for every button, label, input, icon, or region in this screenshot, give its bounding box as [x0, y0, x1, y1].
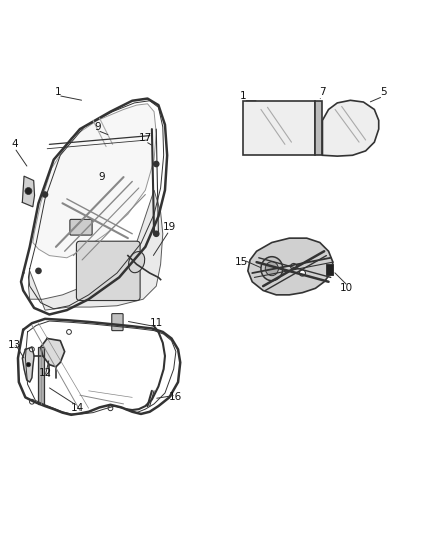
- Bar: [39, 347, 44, 404]
- Circle shape: [153, 161, 159, 167]
- Circle shape: [42, 192, 47, 197]
- Text: 9: 9: [94, 122, 100, 132]
- Circle shape: [67, 329, 71, 334]
- Text: 9: 9: [98, 172, 105, 182]
- Text: 15: 15: [234, 257, 247, 267]
- Text: 13: 13: [8, 340, 21, 350]
- Bar: [243, 101, 315, 155]
- Circle shape: [36, 268, 41, 273]
- FancyBboxPatch shape: [70, 220, 92, 235]
- Ellipse shape: [265, 262, 278, 276]
- FancyBboxPatch shape: [76, 241, 140, 301]
- Text: 1: 1: [240, 91, 246, 101]
- Circle shape: [26, 362, 31, 367]
- Circle shape: [299, 270, 305, 276]
- Circle shape: [25, 188, 32, 195]
- Polygon shape: [33, 104, 156, 258]
- Text: 14: 14: [71, 403, 84, 413]
- Text: 11: 11: [149, 318, 162, 328]
- Polygon shape: [41, 338, 64, 367]
- Circle shape: [29, 399, 34, 404]
- Polygon shape: [247, 238, 332, 295]
- Text: 5: 5: [379, 87, 385, 97]
- Text: 1: 1: [55, 87, 61, 97]
- Text: 10: 10: [339, 284, 352, 293]
- FancyBboxPatch shape: [112, 313, 123, 330]
- Ellipse shape: [260, 257, 282, 281]
- Ellipse shape: [128, 252, 145, 273]
- Circle shape: [29, 347, 34, 352]
- Polygon shape: [322, 100, 378, 156]
- Polygon shape: [22, 347, 34, 382]
- Text: 16: 16: [169, 392, 182, 402]
- Polygon shape: [28, 190, 162, 310]
- Circle shape: [108, 406, 113, 410]
- Text: 17: 17: [138, 133, 152, 143]
- Polygon shape: [22, 176, 35, 207]
- Bar: [325, 264, 332, 275]
- Circle shape: [153, 231, 159, 237]
- Text: 12: 12: [38, 368, 52, 378]
- Circle shape: [290, 263, 296, 270]
- Text: 4: 4: [11, 139, 18, 149]
- Bar: [314, 101, 322, 155]
- Text: 7: 7: [318, 87, 325, 97]
- Text: 19: 19: [162, 222, 176, 232]
